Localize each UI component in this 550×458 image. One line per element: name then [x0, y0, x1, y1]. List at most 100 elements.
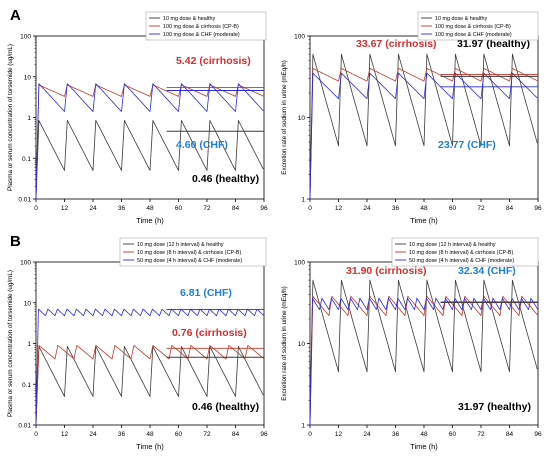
annotation-label: 31.97 (healthy) [457, 38, 530, 50]
legend-label-2: 10 mg dose (8 h interval) & cirrhosis (C… [409, 250, 513, 256]
x-tick-label: 48 [146, 431, 154, 438]
legend-box [391, 237, 539, 267]
legend-label-3: 50 mg dose (4 h interval) & CHF (moderat… [137, 258, 242, 264]
series-line-3 [309, 297, 539, 426]
x-tick-label: 96 [260, 431, 268, 438]
x-axis-label: Time (h) [136, 442, 164, 451]
x-tick-label: 24 [363, 431, 371, 438]
x-tick-label: 36 [392, 431, 400, 438]
plot-frame [309, 35, 539, 200]
series-line-3 [35, 83, 264, 200]
legend-box [417, 11, 539, 41]
x-tick-label: 72 [203, 205, 211, 212]
y-tick-label: 10 [298, 341, 306, 348]
legend-label-2: 100 mg dose & cirrhosis (CP-B) [435, 24, 511, 30]
annotation-label: 31.90 (cirrhosis) [346, 265, 427, 277]
x-tick-label: 60 [175, 431, 183, 438]
x-tick-label: 48 [420, 431, 428, 438]
legend-label-1: 10 mg dose (12 h interval) & healthy [137, 242, 224, 248]
x-tick-label: 96 [534, 205, 542, 212]
y-axis-label: Plasma or serum concentration of torsemi… [7, 44, 14, 191]
y-tick-label: 10 [298, 115, 306, 122]
chart-2: 100 10 10 12 24 36 48 60 72 84 96 Time (h) Excretion… [281, 11, 542, 225]
x-tick-label: 12 [61, 205, 69, 212]
x-tick-label: 72 [203, 431, 211, 438]
x-tick-label: 72 [477, 431, 485, 438]
chart-4: 100 10 10 12 24 36 48 60 72 84 96 Time (h) Excretion… [281, 237, 542, 451]
y-tick-label: 0.1 [22, 156, 31, 163]
x-tick-label: 84 [232, 431, 240, 438]
x-tick-label: 36 [118, 431, 126, 438]
x-tick-label: 0 [34, 431, 38, 438]
panel-label-b: B [10, 233, 21, 250]
annotation-label: 32.34 (CHF) [458, 265, 516, 277]
annotation-label: 33.67 (cirrhosis) [356, 38, 437, 50]
annotation-label: 31.97 (healthy) [458, 401, 531, 413]
legend-label-1: 10 mg dose & healthy [163, 16, 215, 22]
series-line-2 [35, 84, 264, 200]
y-tick-label: 0.01 [18, 197, 31, 204]
annotation-label: 6.81 (CHF) [180, 287, 232, 299]
x-tick-label: 84 [506, 205, 514, 212]
x-tick-label: 12 [335, 205, 343, 212]
legend-label-2: 100 mg dose & cirrhosis (CP-B) [163, 24, 239, 30]
y-tick-label: 10 [24, 300, 32, 307]
x-tick-label: 12 [335, 431, 343, 438]
series-line-3 [309, 72, 538, 200]
chart-3: 100 10 1 0.1 0.010 12 24 36 48 60 72 84 96 Time (h) Pl… [7, 237, 268, 451]
legend-label-3: 50 mg dose (4 h interval) & CHF (moderat… [409, 258, 514, 264]
series-line-2 [35, 345, 264, 426]
legend-label-3: 100 mg dose & CHF (moderate) [163, 32, 240, 38]
x-axis-label: Time (h) [410, 216, 438, 225]
y-tick-label: 0.01 [18, 423, 31, 430]
x-tick-label: 96 [260, 205, 268, 212]
annotation-label: 5.42 (cirrhosis) [176, 55, 251, 67]
annotation-label: 0.46 (healthy) [192, 401, 259, 413]
legend-label-3: 100 mg dose & CHF (moderate) [435, 32, 512, 38]
y-tick-label: 1 [301, 423, 305, 430]
annotation-label: 0.76 (cirrhosis) [172, 327, 247, 339]
x-tick-label: 84 [232, 205, 240, 212]
x-axis-label: Time (h) [410, 442, 438, 451]
x-tick-label: 24 [89, 431, 97, 438]
x-tick-label: 48 [146, 205, 154, 212]
legend-box [119, 237, 267, 267]
x-tick-label: 72 [477, 205, 485, 212]
series-line-1 [309, 53, 538, 200]
legend-box [145, 11, 267, 41]
y-axis-label: Excretion rate of sodium in urine (mEq/h… [281, 60, 288, 174]
y-tick-label: 100 [294, 34, 305, 41]
series-line-1 [35, 120, 264, 200]
y-tick-label: 100 [20, 260, 31, 267]
x-tick-label: 60 [449, 205, 457, 212]
x-tick-label: 96 [534, 431, 542, 438]
legend-label-2: 10 mg dose (8 h interval) & cirrhosis (C… [137, 250, 241, 256]
y-tick-label: 1 [301, 197, 305, 204]
y-axis-label: Plasma or serum concentration of torsemi… [7, 270, 14, 417]
x-tick-label: 36 [392, 205, 400, 212]
series-line-2 [309, 295, 538, 426]
y-tick-label: 1 [27, 115, 31, 122]
annotation-label: 23.77 (CHF) [438, 139, 496, 151]
legend-label-1: 10 mg dose & healthy [435, 16, 487, 22]
x-tick-label: 0 [308, 205, 312, 212]
y-tick-label: 10 [24, 74, 32, 81]
x-tick-label: 24 [89, 205, 97, 212]
annotation-label: 0.46 (healthy) [192, 173, 259, 185]
x-tick-label: 24 [363, 205, 371, 212]
y-tick-label: 1 [27, 341, 31, 348]
y-tick-label: 100 [294, 260, 305, 267]
series-line-2 [309, 68, 538, 200]
x-tick-label: 12 [61, 431, 69, 438]
series-line-3 [35, 308, 265, 426]
x-tick-label: 0 [34, 205, 38, 212]
annotation-label: 4.60 (CHF) [176, 139, 228, 151]
y-tick-label: 100 [20, 34, 31, 41]
x-tick-label: 48 [420, 205, 428, 212]
y-axis-label: Excretion rate of sodium in urine (mEq/h… [281, 286, 288, 400]
x-tick-label: 84 [506, 431, 514, 438]
y-tick-label: 0.1 [22, 382, 31, 389]
legend-label-1: 10 mg dose (12 h interval) & healthy [409, 242, 496, 248]
panel-label-a: A [10, 7, 21, 24]
